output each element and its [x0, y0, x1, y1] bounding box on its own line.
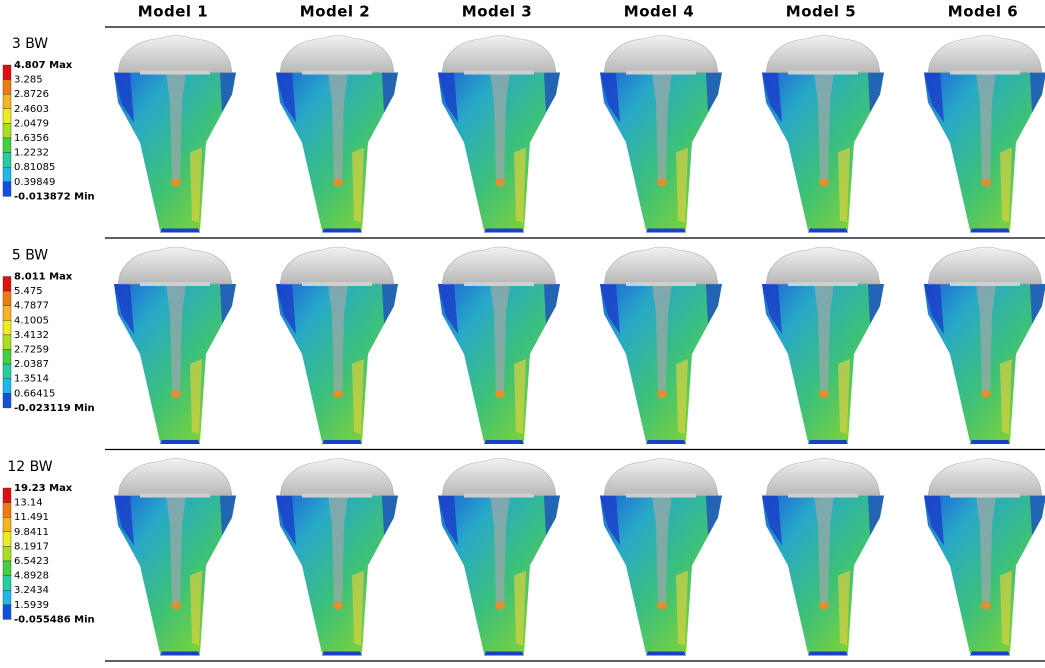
- legend-value: -0.013872 Min: [14, 191, 95, 202]
- legend-swatch: [2, 305, 12, 321]
- fea-model-image: [599, 34, 723, 234]
- fea-model-image: [923, 246, 1045, 445]
- legend-swatch: [2, 575, 12, 591]
- legend-swatch: [2, 64, 12, 80]
- legend-value: 0.39849: [14, 177, 55, 188]
- fea-model-image: [113, 457, 237, 657]
- legend-swatch: [2, 546, 12, 562]
- fea-model-image: [275, 34, 399, 234]
- row-label: 3 BW: [12, 36, 48, 52]
- legend-swatch: [2, 290, 12, 306]
- legend-swatch: [2, 181, 12, 197]
- legend-value: 4.807 Max: [14, 60, 73, 71]
- legend-value: 0.81085: [14, 162, 55, 173]
- legend-value: 1.5939: [14, 600, 49, 611]
- fea-model-image: [113, 246, 237, 445]
- fea-model-image: [923, 457, 1045, 657]
- legend-value: 2.7259: [14, 345, 49, 356]
- legend-value: 1.6356: [14, 133, 49, 144]
- legend-value: 1.3514: [14, 374, 49, 385]
- legend-value: 3.285: [14, 75, 43, 86]
- legend-value: 5.475: [14, 286, 43, 297]
- legend-swatch: [2, 166, 12, 182]
- legend-swatch: [2, 517, 12, 533]
- fea-model-image: [275, 457, 399, 657]
- fea-model-image: [437, 246, 561, 445]
- legend-swatch: [2, 590, 12, 606]
- legend-value: 2.0479: [14, 118, 49, 129]
- legend-swatch: [2, 349, 12, 365]
- fea-model-image: [761, 457, 885, 657]
- legend-swatch: [2, 79, 12, 95]
- legend-value: 8.011 Max: [14, 272, 73, 283]
- legend-value: 3.4132: [14, 330, 49, 341]
- fea-model-image: [761, 34, 885, 234]
- column-header: Model 1: [138, 3, 208, 21]
- fea-model-image: [437, 34, 561, 234]
- legend-swatch: [2, 320, 12, 336]
- fea-model-image: [599, 246, 723, 445]
- legend-swatch: [2, 137, 12, 153]
- fea-model-image: [437, 457, 561, 657]
- legend-value: 2.4603: [14, 104, 49, 115]
- fea-model-image: [599, 457, 723, 657]
- legend-value: -0.023119 Min: [14, 403, 95, 414]
- legend-value: 4.7877: [14, 301, 49, 312]
- column-header: Model 6: [948, 3, 1018, 21]
- legend-swatch: [2, 378, 12, 394]
- legend-swatch: [2, 604, 12, 620]
- legend-value: 1.2232: [14, 148, 49, 159]
- legend-value: 4.8928: [14, 571, 49, 582]
- column-header: Model 4: [624, 3, 694, 21]
- row-label: 5 BW: [12, 248, 48, 264]
- legend-swatch: [2, 93, 12, 109]
- legend-value: 3.2434: [14, 585, 49, 596]
- legend-value: 13.14: [14, 498, 43, 509]
- column-header: Model 2: [300, 3, 370, 21]
- row-label: 12 BW: [7, 459, 52, 475]
- fea-model-image: [923, 34, 1045, 234]
- column-header: Model 5: [786, 3, 856, 21]
- legend-value: 6.5423: [14, 556, 49, 567]
- legend-swatch: [2, 334, 12, 350]
- legend-value: 19.23 Max: [14, 483, 73, 494]
- legend-swatch: [2, 531, 12, 547]
- fea-model-image: [113, 34, 237, 234]
- fea-model-image: [761, 246, 885, 445]
- legend-swatch: [2, 560, 12, 576]
- legend-swatch: [2, 276, 12, 292]
- legend-value: 11.491: [14, 512, 49, 523]
- legend-swatch: [2, 152, 12, 168]
- legend-swatch: [2, 393, 12, 409]
- legend-value: -0.055486 Min: [14, 614, 95, 625]
- legend-value: 4.1005: [14, 315, 49, 326]
- legend-swatch: [2, 108, 12, 124]
- legend-value: 9.8411: [14, 527, 49, 538]
- legend-value: 0.66415: [14, 388, 55, 399]
- column-header: Model 3: [462, 3, 532, 21]
- legend-swatch: [2, 123, 12, 139]
- fea-model-image: [275, 246, 399, 445]
- legend-value: 2.0387: [14, 359, 49, 370]
- legend-swatch: [2, 502, 12, 518]
- legend-value: 2.8726: [14, 89, 49, 100]
- legend-swatch: [2, 363, 12, 379]
- legend-swatch: [2, 487, 12, 503]
- legend-value: 8.1917: [14, 541, 49, 552]
